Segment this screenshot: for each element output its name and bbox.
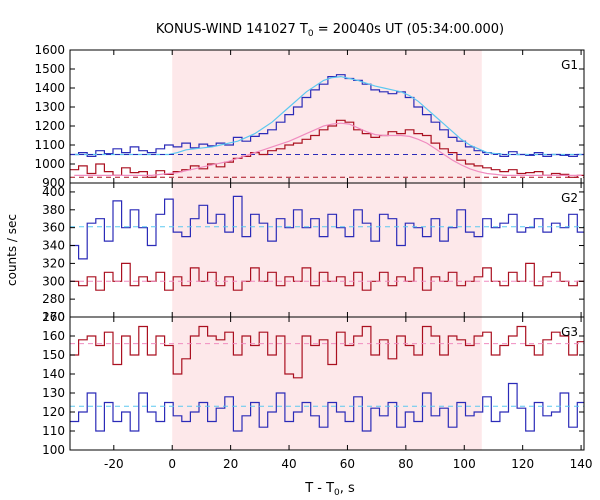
plot-area: 9001000110012001300140015001600G12602803… (34, 43, 592, 471)
x-tick-label: 40 (281, 457, 296, 471)
y-tick-label: 300 (42, 274, 65, 288)
y-tick-label: 120 (42, 405, 65, 419)
x-tick-label: 120 (511, 457, 534, 471)
y-tick-label: 110 (42, 424, 65, 438)
y-tick-label: 1100 (34, 138, 65, 152)
panel-label: G1 (561, 58, 578, 72)
y-tick-label: 320 (42, 256, 65, 270)
x-tick-label: 100 (453, 457, 476, 471)
y-tick-label: 360 (42, 221, 65, 235)
panel-label: G3 (561, 325, 578, 339)
y-tick-label: 140 (42, 367, 65, 381)
y-tick-label: 150 (42, 348, 65, 362)
panel-g3: 100 110 120 130 140 150 160 170 G3 (42, 310, 585, 457)
x-tick-label: -20 (104, 457, 124, 471)
x-tick-label: 80 (398, 457, 413, 471)
panel-g1: 900 1000 1100 1200 1300 1400 1500 1600 G1 (34, 43, 585, 190)
x-tick-label: 0 (168, 457, 176, 471)
x-tick-label: 60 (340, 457, 355, 471)
series-g2-2 (70, 262, 584, 291)
y-axis-label: counts / sec (5, 214, 19, 286)
y-tick-label: 1300 (34, 100, 65, 114)
y-tick-label: 900 (42, 176, 65, 190)
y-tick-label: 260 (42, 310, 65, 324)
y-tick-label: 280 (42, 292, 65, 306)
series-g1-3 (70, 119, 584, 178)
shaded-interval (172, 50, 482, 450)
panel-series (70, 195, 584, 291)
y-tick-label: 100 (42, 443, 65, 457)
panel-label: G2 (561, 191, 578, 205)
panel-series (70, 325, 584, 432)
series-g3-0 (70, 325, 584, 379)
panel-series (70, 74, 584, 178)
y-tick-label: 160 (42, 329, 65, 343)
y-tick-label: 1000 (34, 157, 65, 171)
y-tick-label: 170 (42, 310, 65, 324)
panel-frame (69, 316, 585, 451)
y-tick-label: 130 (42, 386, 65, 400)
x-axis-label: T - T0, s (304, 481, 355, 498)
y-tick-label: 340 (42, 239, 65, 253)
y-tick-label: 400 (42, 185, 65, 199)
x-tick-label: 140 (570, 457, 593, 471)
y-tick-label: 1600 (34, 43, 65, 57)
y-tick-label: 1200 (34, 119, 65, 133)
y-tick-label: 1500 (34, 62, 65, 76)
y-tick-label: 380 (42, 203, 65, 217)
series-g2-0 (70, 195, 584, 260)
y-tick-label: 1400 (34, 81, 65, 95)
chart-title: KONUS-WIND 141027 T0 = 20040s UT (05:34:… (156, 22, 504, 39)
x-tick-label: 20 (223, 457, 238, 471)
series-g1-4 (74, 122, 582, 176)
series-g3-2 (70, 382, 584, 432)
series-g1-1 (74, 75, 582, 156)
